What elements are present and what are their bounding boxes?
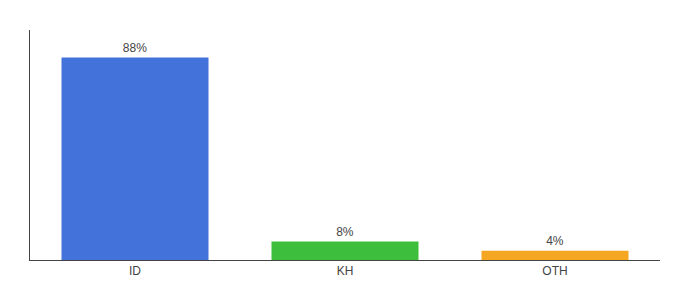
svg-text:8%: 8%: [336, 225, 354, 239]
svg-text:4%: 4%: [546, 234, 564, 248]
svg-text:88%: 88%: [123, 41, 147, 55]
svg-text:ID: ID: [129, 264, 141, 278]
svg-text:KH: KH: [337, 264, 354, 278]
svg-text:OTH: OTH: [542, 264, 567, 278]
